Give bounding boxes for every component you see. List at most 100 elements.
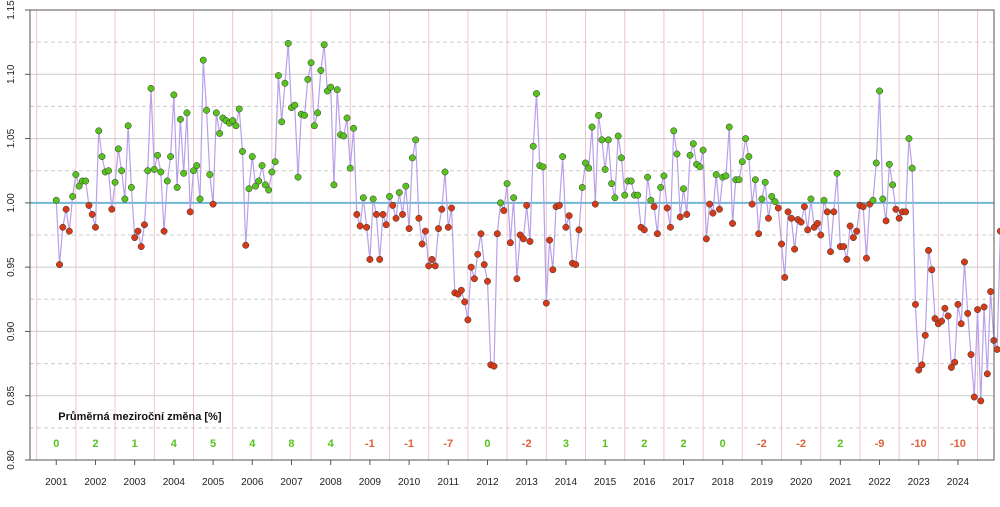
data-point-below [461, 298, 469, 306]
data-point-above [114, 145, 122, 153]
data-point-below [827, 248, 834, 256]
data-point-above [614, 132, 622, 140]
data-point-above [118, 167, 126, 175]
data-point-below [797, 218, 805, 226]
x-tick-label: 2019 [751, 477, 774, 488]
data-point-above [611, 194, 619, 202]
data-point-above [314, 109, 322, 117]
data-point-below [947, 363, 955, 371]
data-point-below [160, 227, 168, 235]
data-point-above [722, 172, 730, 180]
x-tick-label: 2024 [947, 477, 970, 488]
data-point-above [232, 122, 240, 130]
data-point-above [497, 199, 505, 207]
data-point-above [876, 87, 883, 95]
data-point-below [944, 312, 952, 320]
data-point-above [588, 123, 596, 131]
data-point-above [121, 195, 129, 203]
annotation-value: 5 [210, 438, 216, 450]
data-point-above [265, 186, 273, 194]
data-point-below [676, 213, 684, 221]
data-point-below [931, 315, 939, 323]
data-point-below [405, 225, 413, 233]
data-point-above [144, 167, 152, 175]
data-point-above [206, 171, 214, 179]
data-point-above [216, 129, 224, 137]
data-point-above [660, 172, 668, 180]
data-point-above [327, 83, 335, 91]
annotation-value: 4 [171, 438, 178, 450]
data-point-above [196, 195, 204, 203]
data-point-above [657, 183, 665, 191]
data-point-below [366, 255, 374, 263]
annotation-group: Průměrná meziroční změna [%] 0 2 1 4 5 4 8 4 -1 -… [53, 411, 966, 450]
data-point-above [869, 196, 877, 204]
data-point-above [369, 195, 377, 203]
data-point-above [885, 160, 893, 168]
data-point-above [255, 177, 263, 185]
data-point-below [800, 203, 808, 211]
data-point-below [980, 303, 988, 311]
data-point-above [127, 183, 135, 191]
data-point-above [441, 168, 449, 176]
data-point-above [105, 167, 112, 175]
data-point-above [751, 176, 759, 184]
data-point-above [598, 136, 606, 144]
data-point-below [108, 205, 116, 213]
data-point-above [745, 153, 753, 161]
y-tick-label: 1.15 [6, 0, 17, 20]
data-point-above [742, 135, 750, 143]
data-point-above [248, 153, 256, 161]
data-point-below [572, 261, 580, 269]
data-point-above [239, 147, 246, 155]
x-tick-label: 2020 [790, 477, 813, 488]
data-point-above [604, 136, 612, 144]
data-point-below [493, 230, 501, 238]
data-point-above [163, 177, 171, 185]
data-point-below [523, 201, 531, 209]
data-point-above [408, 154, 416, 162]
data-point-above [284, 39, 292, 47]
data-point-below [526, 237, 534, 245]
horizontal-gridlines [30, 9, 994, 461]
data-point-above [578, 183, 586, 191]
data-point-below [954, 300, 962, 308]
data-point-below [902, 208, 910, 216]
data-point-above [908, 164, 916, 172]
x-tick-label: 2017 [672, 477, 695, 488]
data-point-below [970, 393, 978, 401]
data-point-above [75, 182, 83, 190]
annotation-value: 4 [249, 438, 256, 450]
data-point-above [294, 173, 302, 181]
data-point-below [653, 230, 661, 238]
data-point-below [549, 266, 557, 274]
data-point-below [974, 306, 981, 314]
data-point-below [438, 205, 446, 213]
x-tick-label: 2007 [280, 477, 303, 488]
data-point-below [640, 226, 648, 234]
data-point-below [506, 239, 514, 247]
data-point-below [363, 223, 371, 231]
data-point-below [546, 236, 554, 244]
data-point-above [72, 171, 80, 179]
data-point-below [650, 203, 658, 211]
annotation-value: -1 [404, 438, 414, 450]
data-point-above [725, 123, 733, 131]
x-tick-label: 2001 [45, 477, 68, 488]
annotation-value: -7 [443, 438, 453, 450]
data-point-above [758, 195, 766, 203]
data-point-above [271, 158, 279, 166]
y-tick-label: 1.10 [6, 64, 17, 84]
data-point-below [137, 243, 145, 251]
data-point-above [601, 165, 609, 173]
data-point-below [967, 351, 975, 359]
data-point-above [539, 163, 547, 171]
data-point-above [699, 146, 707, 154]
data-point-below [209, 200, 217, 208]
data-point-above [261, 181, 269, 189]
data-point-below [918, 361, 926, 369]
data-point-below [500, 207, 508, 215]
data-point-below [859, 203, 867, 211]
data-point-below [389, 201, 397, 209]
